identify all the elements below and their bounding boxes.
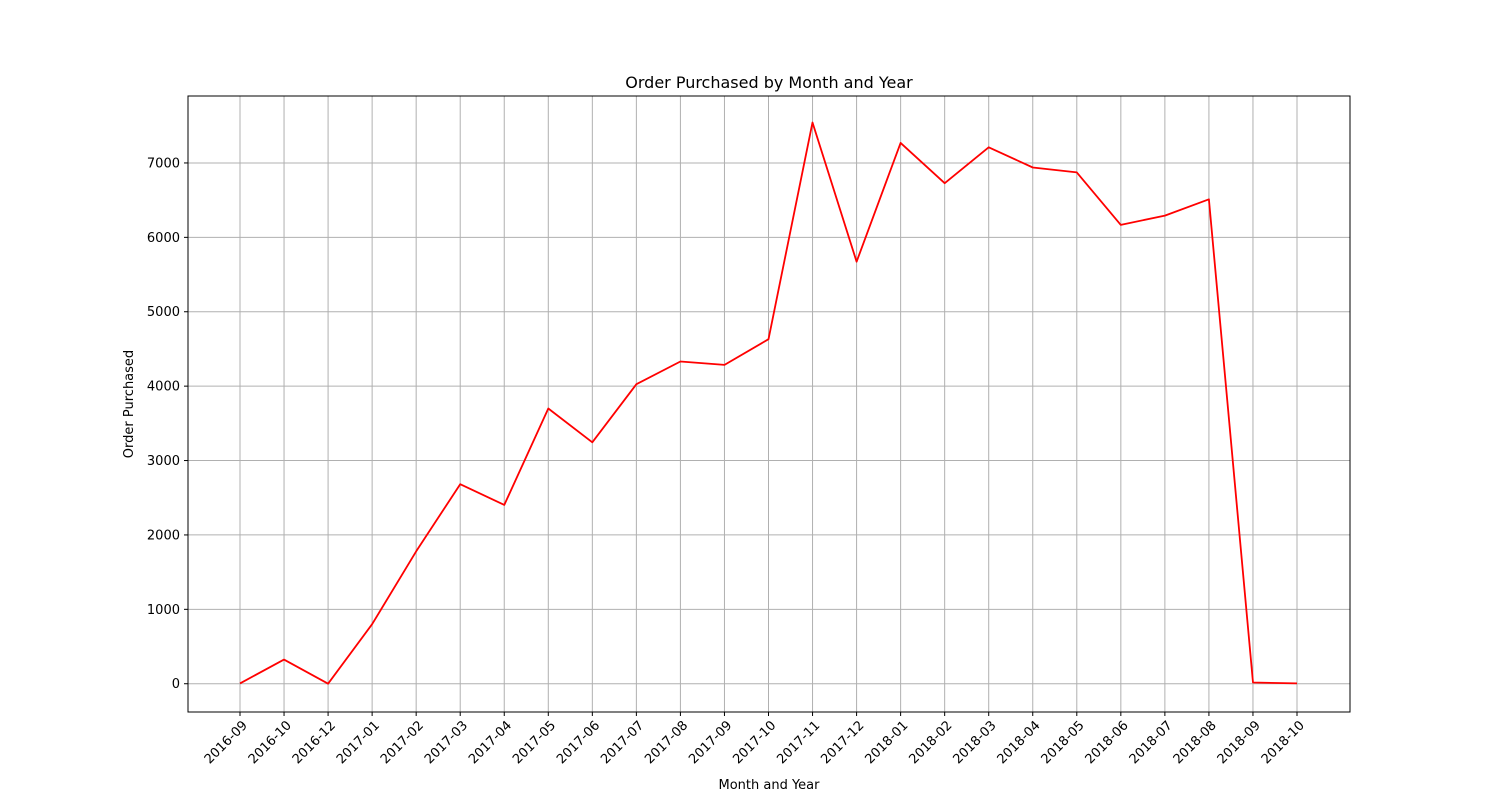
x-axis: 2016-092016-102016-122017-012017-022017-… (202, 712, 1308, 767)
x-tick-label: 2018-07 (1127, 718, 1176, 767)
y-tick-label: 6000 (147, 231, 180, 246)
y-tick-label: 1000 (147, 603, 180, 618)
x-tick-label: 2018-04 (995, 718, 1044, 767)
x-axis-label: Month and Year (719, 778, 821, 793)
y-tick-label: 0 (172, 677, 180, 692)
y-axis-label: Order Purchased (122, 350, 137, 458)
y-tick-label: 3000 (147, 454, 180, 469)
x-tick-label: 2018-05 (1039, 718, 1088, 767)
x-tick-label: 2018-09 (1215, 718, 1264, 767)
x-tick-label: 2017-02 (378, 718, 427, 767)
x-tick-label: 2017-09 (686, 718, 735, 767)
x-tick-label: 2017-07 (598, 718, 647, 767)
x-tick-label: 2017-12 (818, 718, 867, 767)
y-tick-label: 2000 (147, 528, 180, 543)
x-tick-label: 2017-10 (730, 718, 779, 767)
x-tick-label: 2018-06 (1083, 718, 1132, 767)
chart-title: Order Purchased by Month and Year (625, 73, 913, 92)
x-tick-label: 2018-08 (1171, 718, 1220, 767)
series-line (239, 121, 1298, 685)
x-tick-label: 2017-04 (466, 718, 515, 767)
x-tick-label: 2016-12 (290, 718, 339, 767)
x-tick-label: 2017-11 (774, 718, 823, 767)
x-tick-label: 2018-02 (906, 718, 955, 767)
x-tick-label: 2018-03 (951, 718, 1000, 767)
y-tick-label: 7000 (147, 156, 180, 171)
x-tick-label: 2017-01 (334, 718, 383, 767)
x-tick-label: 2018-10 (1259, 718, 1308, 767)
series-layer (239, 121, 1298, 685)
x-tick-label: 2017-08 (642, 718, 691, 767)
y-axis: 0 1000 2000 3000 4000 5000 6000 7000 (147, 156, 188, 692)
x-tick-label: 2017-03 (422, 718, 471, 767)
x-tick-label: 2016-09 (202, 718, 251, 767)
y-tick-label: 4000 (147, 380, 180, 395)
x-tick-label: 2018-01 (862, 718, 911, 767)
grid (188, 96, 1350, 712)
x-tick-label: 2017-06 (554, 718, 603, 767)
y-tick-label: 5000 (147, 305, 180, 320)
x-tick-label: 2017-05 (510, 718, 559, 767)
x-tick-label: 2016-10 (246, 718, 295, 767)
